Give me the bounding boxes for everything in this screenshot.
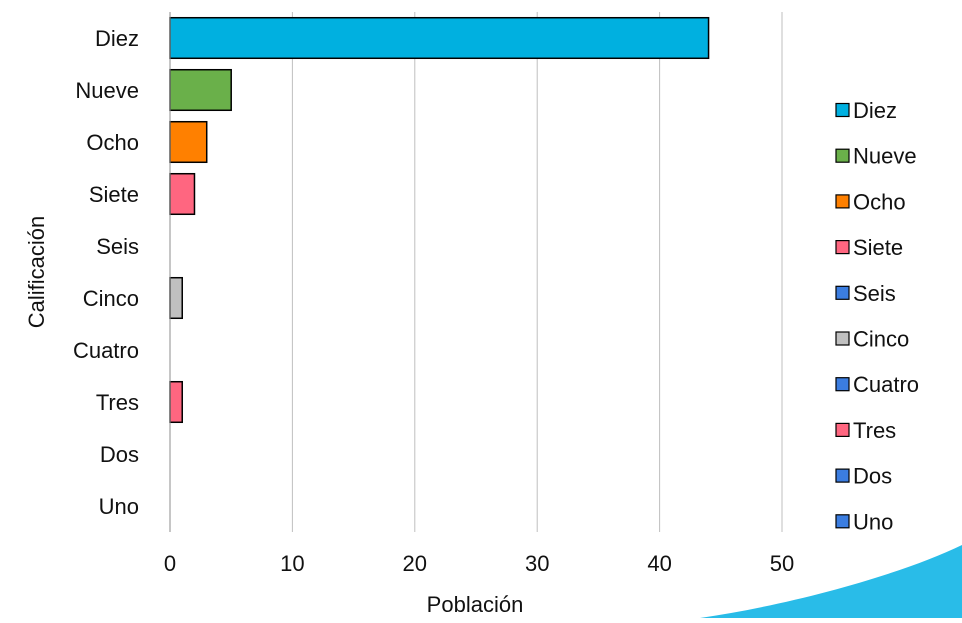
bars xyxy=(169,16,710,424)
bar-cinco xyxy=(169,276,183,320)
legend-label: Diez xyxy=(853,98,897,123)
y-tick-label: Nueve xyxy=(75,78,139,103)
legend: Diez Nueve Ocho Siete Seis Cinco Cuatro Tres Dos… xyxy=(835,98,919,534)
y-tick-label: Cinco xyxy=(83,286,139,311)
legend-label: Tres xyxy=(853,418,896,443)
bar-siete xyxy=(169,172,196,216)
legend-swatch xyxy=(835,285,850,300)
y-tick-label: Siete xyxy=(89,182,139,207)
x-tick-label: 0 xyxy=(164,551,176,576)
legend-swatch xyxy=(835,377,850,392)
x-tick-label: 30 xyxy=(525,551,549,576)
bar-tres xyxy=(169,380,183,424)
y-tick-label: Seis xyxy=(96,234,139,259)
legend-swatch xyxy=(835,102,850,118)
y-axis-title: Calificación xyxy=(24,216,49,329)
legend-swatch xyxy=(835,422,850,437)
x-tick-label: 40 xyxy=(647,551,671,576)
corner-accent-shape xyxy=(700,545,962,618)
legend-label: Cuatro xyxy=(853,372,919,397)
legend-label: Cinco xyxy=(853,327,909,352)
legend-label: Nueve xyxy=(853,144,917,169)
legend-label: Ocho xyxy=(853,189,906,214)
y-tick-label: Ocho xyxy=(86,130,139,155)
legend-label: Seis xyxy=(853,281,896,306)
x-tick-label: 50 xyxy=(770,551,794,576)
y-tick-label: Diez xyxy=(95,26,139,51)
y-tick-label: Tres xyxy=(96,390,139,415)
legend-label: Siete xyxy=(853,235,903,260)
legend-swatch xyxy=(835,514,850,529)
x-tick-labels: 0 10 20 30 40 50 xyxy=(164,551,794,576)
legend-label: Uno xyxy=(853,509,893,534)
legend-swatch xyxy=(835,331,850,346)
bar-ocho xyxy=(169,120,208,164)
x-tick-label: 20 xyxy=(403,551,427,576)
legend-swatch xyxy=(835,468,850,483)
legend-swatch xyxy=(835,148,850,163)
y-tick-label: Cuatro xyxy=(73,338,139,363)
x-tick-label: 10 xyxy=(280,551,304,576)
bar-diez xyxy=(169,16,710,60)
y-tick-label: Dos xyxy=(100,442,139,467)
x-axis-title: Población xyxy=(427,592,524,617)
legend-swatch xyxy=(835,240,850,255)
gridlines xyxy=(291,12,783,532)
y-tick-labels: Diez Nueve Ocho Siete Seis Cinco Cuatro Tres Dos… xyxy=(73,26,139,519)
legend-label: Dos xyxy=(853,464,892,489)
y-tick-label: Uno xyxy=(99,494,139,519)
legend-swatch xyxy=(835,194,850,209)
bar-nueve xyxy=(169,68,232,112)
